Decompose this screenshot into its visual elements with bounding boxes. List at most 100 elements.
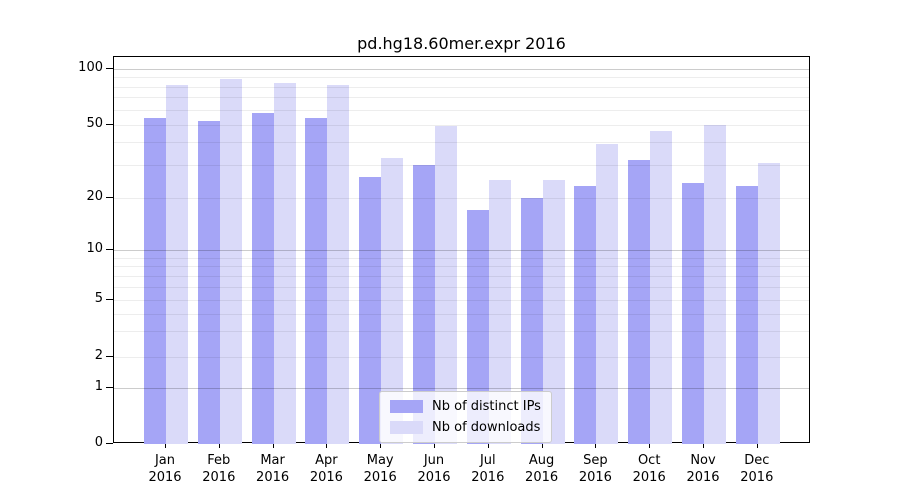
gridline-5 [114,300,809,301]
gridline-10 [114,250,809,251]
gridline-4 [114,313,809,315]
y-tick-label-100: 100 [78,59,103,75]
x-tick-label-oct: Oct 2016 [621,452,677,486]
x-label-year-nov: 2016 [686,470,720,485]
x-label-month-feb: Feb [207,453,231,468]
x-tick-feb [218,443,220,448]
gridline-30 [114,165,809,167]
gridline-6 [114,286,809,288]
x-label-year-sep: 2016 [578,470,612,485]
x-tick-sep [595,443,597,448]
x-label-month-may: May [366,453,394,468]
bar-distinct-ips-oct [628,160,651,444]
gridline-1 [114,387,809,389]
bar-downloads-may [381,157,404,444]
gridline-70 [114,97,809,99]
legend-label-distinct-ips: Nb of distinct IPs [432,399,541,414]
bar-downloads-dec [757,162,780,444]
x-tick-jun [434,443,435,448]
x-label-year-feb: 2016 [202,470,236,485]
y-tick-label-20: 20 [86,188,103,204]
x-label-year-jun: 2016 [417,470,451,485]
x-tick-label-jan: Jan 2016 [137,452,193,486]
x-tick-label-aug: Aug 2016 [514,452,570,486]
x-tick-label-dec: Dec 2016 [729,452,785,486]
x-tick-aug [541,443,543,448]
bar-downloads-jul [488,179,511,444]
x-label-month-mar: Mar [260,453,285,468]
legend-swatch-downloads [390,421,423,434]
x-tick-label-feb: Feb 2016 [191,452,247,486]
y-tick-label-1: 1 [94,378,103,394]
x-tick-label-apr: Apr 2016 [298,452,354,486]
legend-swatch-distinct-ips [390,400,423,413]
y-tick-label-0: 0 [94,435,103,450]
legend-row-downloads: Nb of downloads [390,420,541,435]
gridline-40 [114,142,809,144]
x-label-year-jul: 2016 [471,470,505,485]
bar-downloads-oct [650,131,673,444]
x-label-month-oct: Oct [637,453,661,468]
y-tick-0 [106,443,113,444]
legend-label-downloads: Nb of downloads [432,420,541,435]
x-label-month-jun: Jun [423,453,445,468]
bar-downloads-apr [327,84,350,444]
x-tick-nov [703,443,704,448]
x-label-month-jul: Jul [479,453,496,468]
x-label-month-jan: Jan [154,453,176,468]
x-tick-oct [649,443,651,448]
bar-downloads-feb [219,78,242,444]
x-tick-label-mar: Mar 2016 [245,452,301,486]
bar-distinct-ips-nov [682,182,704,444]
x-label-month-dec: Dec [744,453,770,468]
x-label-month-aug: Aug [528,453,555,468]
y-tick-100 [106,67,113,69]
bar-distinct-ips-dec [735,186,758,444]
gridline-90 [114,77,809,78]
bar-distinct-ips-jan [144,118,166,444]
legend: Nb of distinct IPs Nb of downloads [379,391,552,443]
x-tick-label-nov: Nov 2016 [675,452,731,486]
x-label-year-may: 2016 [363,470,397,485]
x-tick-label-jun: Jun 2016 [406,452,462,486]
x-label-year-oct: 2016 [632,470,666,485]
y-tick-label-2: 2 [94,347,103,363]
gridline-3 [114,331,809,333]
x-tick-label-sep: Sep 2016 [567,452,623,486]
x-tick-jul [487,443,489,448]
bar-downloads-jun [435,126,457,444]
gridline-80 [114,86,809,88]
bar-distinct-ips-sep [574,186,597,444]
x-tick-dec [756,443,758,448]
bar-downloads-sep [596,144,619,444]
bar-distinct-ips-feb [197,121,220,444]
gridline-20 [114,197,809,199]
bar-distinct-ips-apr [305,118,328,444]
x-tick-apr [326,443,328,448]
gridline-8 [114,266,809,268]
x-tick-may [380,443,382,448]
bar-distinct-ips-jun [413,165,435,444]
bar-downloads-aug [542,179,565,444]
x-label-year-mar: 2016 [256,470,290,485]
x-label-month-nov: Nov [690,453,716,468]
gridline-100 [114,68,809,70]
x-tick-jan [165,443,166,448]
gridline-2 [114,356,809,358]
y-tick-label-5: 5 [94,291,103,306]
legend-row-distinct-ips: Nb of distinct IPs [390,399,541,414]
gridline-50 [114,124,809,126]
y-tick-5 [106,299,113,300]
x-label-year-apr: 2016 [309,470,343,485]
x-label-month-sep: Sep [583,453,608,468]
y-tick-label-10: 10 [86,241,103,256]
x-tick-mar [272,443,274,448]
gridline-60 [114,109,809,111]
plot-area: Nb of distinct IPs Nb of downloads [113,56,810,444]
x-label-month-apr: Apr [315,453,338,468]
x-tick-label-may: May 2016 [352,452,408,486]
y-tick-label-50: 50 [86,115,103,131]
bar-downloads-mar [273,82,296,444]
y-tick-1 [106,386,113,388]
